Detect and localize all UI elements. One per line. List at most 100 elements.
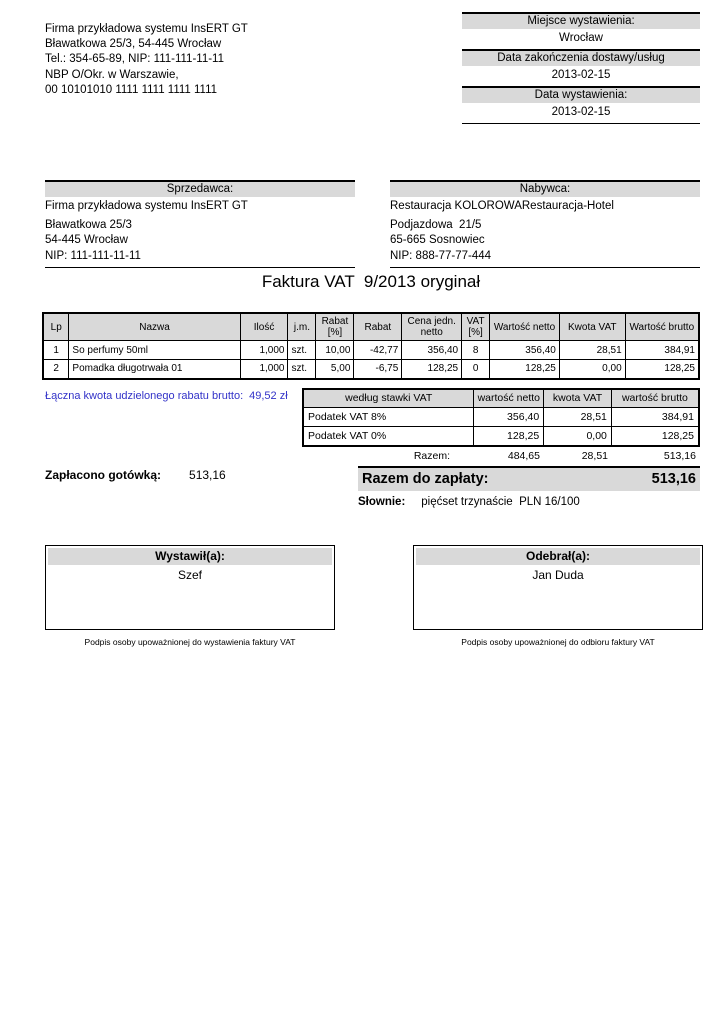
col-kwota-vat: Kwota VAT (558, 312, 626, 341)
vat-rate-label: Podatek VAT 0% (302, 426, 475, 447)
seller-header-line: 00 10101010 1111 1111 1111 1111 (45, 83, 218, 96)
paid-cash-label: Zapłacono gotówką: (45, 468, 162, 482)
item-unit-price-net: 128,25 (401, 359, 463, 379)
col-lp: Lp (42, 312, 70, 341)
vat-total-net: 484,65 (507, 450, 540, 462)
item-qty: 1,000 (239, 359, 289, 379)
vat-total-gross: 513,16 (663, 450, 696, 462)
receiver-name: Jan Duda (532, 568, 584, 582)
items-table: Lp Nazwa Ilość j.m. Rabat [%] Rabat Cena … (42, 312, 700, 380)
vat-summary: według stawki VAT wartość netto kwota VA… (302, 388, 700, 462)
delivery-date-box: Data zakończenia dostawy/usług 2013-02-1… (462, 49, 700, 86)
seller-header-line: Firma przykładowa systemu InsERT GT (45, 23, 248, 35)
amount-in-words-line: Słownie: pięćset trzynaście PLN 16/100 (358, 496, 580, 508)
col-rabat: Rabat (353, 312, 403, 341)
vat-summary-header-row: według stawki VAT wartość netto kwota VA… (302, 388, 700, 408)
receiver-signature-header: Odebrał(a): (416, 548, 700, 565)
buyer-box: Nabywca: Restauracja KOLOROWARestauracja… (390, 180, 700, 268)
vat-total-row: Razem: 484,65 28,51 513,16 (302, 447, 700, 462)
delivery-date-value: 2013-02-15 (462, 66, 700, 86)
vat-total-label: Razem: (413, 450, 450, 462)
col-wartosc-brutto: Wartość brutto (624, 312, 700, 341)
item-unit: szt. (287, 359, 317, 379)
seller-header-line: NBP O/Okr. w Warszawie, (45, 68, 179, 81)
issue-date-label: Data wystawienia: (462, 88, 700, 103)
seller-box-lines: Firma przykładowa systemu InsERT GT Bław… (45, 197, 355, 264)
item-qty: 1,000 (239, 340, 289, 360)
col-ilosc: Ilość (239, 312, 289, 341)
vat-vat-value: 28,51 (543, 407, 612, 427)
vat-net-value: 128,25 (473, 426, 545, 447)
col-rabat-pct: Rabat [%] (315, 312, 355, 341)
item-vat-amount: 0,00 (558, 359, 626, 379)
item-vat-rate: 0 (461, 359, 491, 379)
buyer-box-lines: Restauracja KOLOROWARestauracja-Hotel Po… (390, 197, 700, 264)
col-jm: j.m. (287, 312, 317, 341)
item-discount-pct: 10,00 (315, 340, 355, 360)
buyer-nip: NIP: 888-77-77-444 (390, 249, 492, 262)
seller-city: 54-445 Wrocław (45, 234, 128, 247)
vat-col-gross: wartość brutto (610, 388, 700, 408)
receiver-signature-caption: Podpis osoby upoważnionej do odbioru fak… (461, 637, 655, 647)
item-discount-pct: 5,00 (315, 359, 355, 379)
col-wartosc-netto: Wartość netto (489, 312, 560, 341)
buyer-name: Restauracja KOLOROWARestauracja-Hotel (390, 200, 614, 212)
item-discount: -42,77 (353, 340, 403, 360)
buyer-box-header: Nabywca: (390, 180, 700, 197)
vat-col-net: wartość netto (473, 388, 545, 408)
invoice-title: Faktura VAT 9/2013 oryginał (261, 272, 481, 291)
issue-date-box: Data wystawienia: 2013-02-15 (462, 86, 700, 123)
item-name: So perfumy 50ml (68, 340, 241, 360)
item-net-value: 356,40 (489, 340, 560, 360)
vat-rate-label: Podatek VAT 8% (302, 407, 475, 427)
item-net-value: 128,25 (489, 359, 560, 379)
vat-total-vat: 28,51 (581, 450, 608, 462)
vat-gross-value: 128,25 (610, 426, 700, 447)
item-name: Pomadka długotrwała 01 (68, 359, 241, 379)
item-vat-amount: 28,51 (558, 340, 626, 360)
item-row: 2 Pomadka długotrwała 01 1,000 szt. 5,00… (42, 359, 700, 379)
col-vat-pct: VAT [%] (461, 312, 491, 341)
total-discount-note: Łączna kwota udzielonego rabatu brutto: 4… (45, 390, 288, 402)
seller-box: Sprzedawca: Firma przykładowa systemu In… (45, 180, 355, 268)
issue-place-value: Wrocław (462, 29, 700, 49)
amount-in-words-label: Słownie: (358, 496, 406, 508)
seller-box-header: Sprzedawca: (45, 180, 355, 197)
items-header-row: Lp Nazwa Ilość j.m. Rabat [%] Rabat Cena … (42, 312, 700, 341)
issue-date-value: 2013-02-15 (462, 103, 700, 123)
issuer-name: Szef (177, 568, 202, 582)
total-discount-value: 49,52 zł (249, 390, 288, 402)
item-vat-rate: 8 (461, 340, 491, 360)
vat-col-rate: według stawki VAT (302, 388, 475, 408)
col-cena-jedn-netto: Cena jedn. netto (401, 312, 463, 341)
item-unit: szt. (287, 340, 317, 360)
issue-place-box: Miejsce wystawienia: Wrocław (462, 12, 700, 49)
amount-in-words-value: pięćset trzynaście PLN 16/100 (421, 496, 580, 508)
seller-nip: NIP: 111-111-11-11 (45, 249, 141, 262)
vat-summary-row: Podatek VAT 0% 128,25 0,00 128,25 (302, 426, 700, 447)
vat-summary-table: według stawki VAT wartość netto kwota VA… (302, 388, 700, 447)
total-discount-label: Łączna kwota udzielonego rabatu brutto: (45, 390, 244, 402)
issue-info-boxes: Miejsce wystawienia: Wrocław Data zakońc… (462, 12, 700, 124)
receiver-signature-box: Odebrał(a): Jan Duda (413, 545, 703, 630)
issuer-signature-header: Wystawił(a): (48, 548, 332, 565)
vat-gross-value: 384,91 (610, 407, 700, 427)
buyer-city: 65-665 Sosnowiec (390, 234, 485, 247)
total-due-value: 513,16 (651, 471, 696, 487)
seller-header-line: Tel.: 354-65-89, NIP: 111-111-11-11 (45, 53, 224, 66)
item-gross-value: 128,25 (624, 359, 700, 379)
seller-name: Firma przykładowa systemu InsERT GT (45, 200, 248, 212)
item-gross-value: 384,91 (624, 340, 700, 360)
issuer-signature-caption: Podpis osoby upoważnionej do wystawienia… (84, 637, 296, 647)
issuer-signature-box: Wystawił(a): Szef (45, 545, 335, 630)
seller-header-block: Firma przykładowa systemu InsERT GT Bław… (45, 22, 248, 98)
seller-street: Bławatkowa 25/3 (45, 219, 132, 232)
vat-summary-row: Podatek VAT 8% 356,40 28,51 384,91 (302, 407, 700, 427)
item-lp: 1 (42, 340, 70, 360)
vat-net-value: 356,40 (473, 407, 545, 427)
item-row: 1 So perfumy 50ml 1,000 szt. 10,00 -42,7… (42, 340, 700, 360)
total-due-bar: Razem do zapłaty: 513,16 (358, 466, 700, 491)
paid-cash-value: 513,16 (189, 468, 226, 482)
total-due-label: Razem do zapłaty: (362, 471, 489, 487)
